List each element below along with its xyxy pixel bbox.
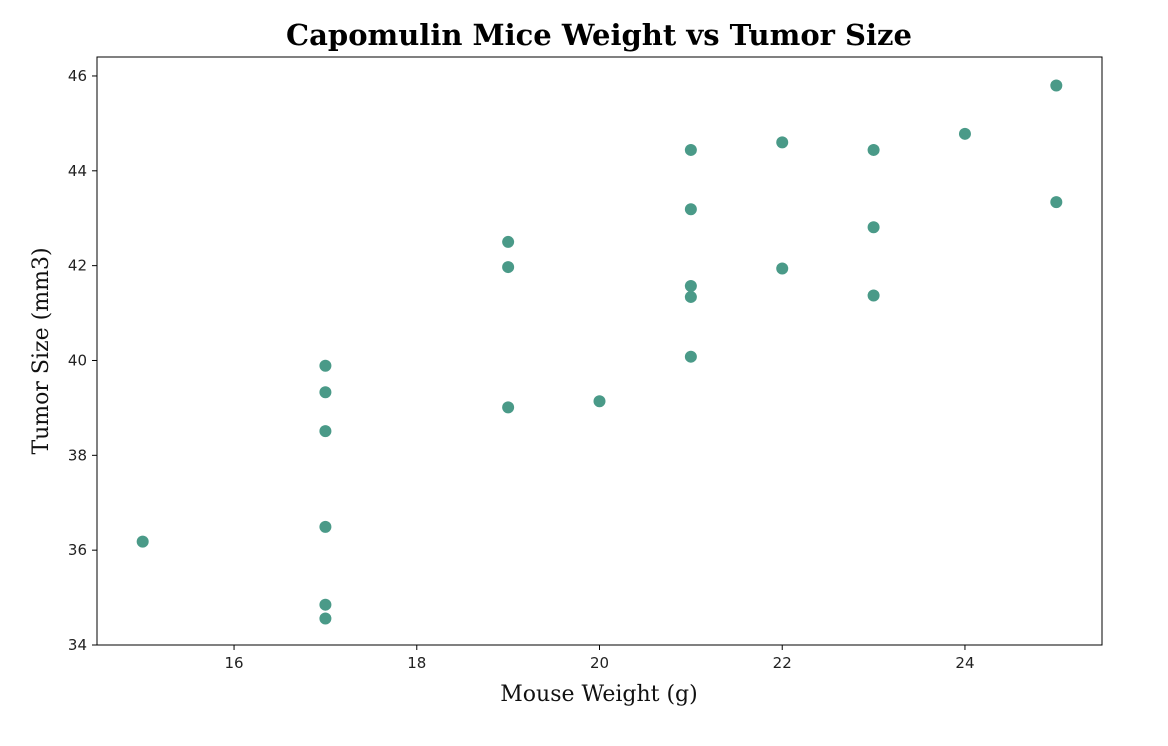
data-point xyxy=(684,203,697,216)
x-tick-label: 20 xyxy=(590,654,609,672)
data-point xyxy=(593,395,606,408)
data-point xyxy=(502,401,515,414)
data-point xyxy=(958,127,971,140)
y-tick-label: 34 xyxy=(68,636,87,654)
data-point xyxy=(136,535,149,548)
data-point xyxy=(1050,79,1063,92)
data-point xyxy=(684,290,697,303)
data-point xyxy=(684,143,697,156)
y-tick-label: 46 xyxy=(68,67,87,85)
x-axis-label: Mouse Weight (g) xyxy=(500,682,697,707)
y-tick-label: 38 xyxy=(68,446,87,464)
x-tick-label: 22 xyxy=(773,654,792,672)
data-point xyxy=(776,262,789,275)
data-point xyxy=(319,520,332,533)
y-tick-label: 44 xyxy=(68,162,87,180)
x-tick-label: 24 xyxy=(955,654,974,672)
data-point xyxy=(1050,196,1063,209)
data-point xyxy=(502,235,515,248)
y-tick-label: 40 xyxy=(68,351,87,369)
data-point xyxy=(319,425,332,438)
x-tick-label: 16 xyxy=(224,654,243,672)
data-point xyxy=(867,143,880,156)
data-point xyxy=(684,280,697,293)
x-axis: 16 18 20 22 24 xyxy=(224,645,975,672)
data-point xyxy=(319,359,332,372)
data-point xyxy=(867,221,880,234)
data-point xyxy=(867,289,880,302)
y-tick-label: 42 xyxy=(68,257,87,275)
y-axis-label: Tumor Size (mm3) xyxy=(29,247,54,454)
data-points xyxy=(136,79,1063,625)
data-point xyxy=(319,386,332,399)
chart-title: Capomulin Mice Weight vs Tumor Size xyxy=(286,18,912,52)
data-point xyxy=(776,136,789,149)
data-point xyxy=(319,598,332,611)
y-axis: 34 36 38 40 42 44 46 xyxy=(68,67,97,654)
data-point xyxy=(502,261,515,274)
plot-frame xyxy=(96,56,1103,646)
y-tick-label: 36 xyxy=(68,541,87,559)
data-point xyxy=(684,350,697,363)
x-tick-label: 18 xyxy=(407,654,426,672)
data-point xyxy=(319,612,332,625)
